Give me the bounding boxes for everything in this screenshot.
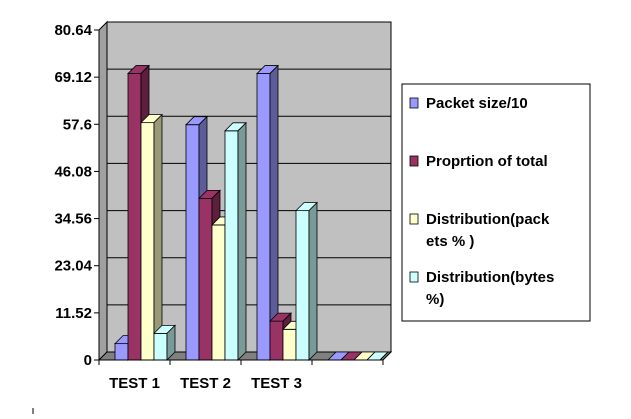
side-wall [98,20,108,362]
bar [256,64,279,361]
legend-swatch [409,97,419,109]
bar [140,113,163,361]
legend-label: %) [426,291,444,308]
y-tick-label: 23.04 [54,258,92,275]
bar [295,201,318,361]
y-tick-label: 69.12 [54,69,92,86]
legend-item: Distribution(bytes%) [409,269,554,308]
legend-swatch [409,213,419,225]
y-tick-label: 57.6 [63,116,92,133]
x-tick-label: TEST 1 [109,375,160,392]
x-tick-label: TEST 3 [251,375,302,392]
axes [94,29,384,365]
legend-item: Distribution(pack ets % ) [409,211,550,250]
legend-item: Proprtion of total [409,153,548,170]
legend-swatch [409,155,419,167]
legend-box [401,83,591,322]
y-tick-label: 11.52 [55,305,92,322]
legend-item: Packet size/10 [409,95,528,112]
bar [224,121,247,361]
legend-label: Packet size/10 [426,95,528,112]
legend: Packet size/10 Proprtion of total Distribu… [401,83,591,322]
y-tick-label: 0 [84,352,92,369]
legend-swatch [409,271,419,283]
legend-label: Distribution(bytes [426,269,554,286]
legend-label: ets % ) [426,233,474,250]
x-tick-labels: TEST 1 TEST 2 TEST 3 [109,375,302,392]
y-tick-label: 80.64 [54,22,92,39]
y-tick-labels: 0 11.52 23.04 34.56 46.08 57.6 69.12 80.64 [54,22,92,369]
y-tick-label: 34.56 [54,211,92,228]
x-tick-label: TEST 2 [180,375,231,392]
legend-label: Proprtion of total [426,153,548,170]
bar [153,324,176,361]
legend-label: Distribution(pack [426,211,550,228]
y-tick-label: 46.08 [54,163,92,180]
